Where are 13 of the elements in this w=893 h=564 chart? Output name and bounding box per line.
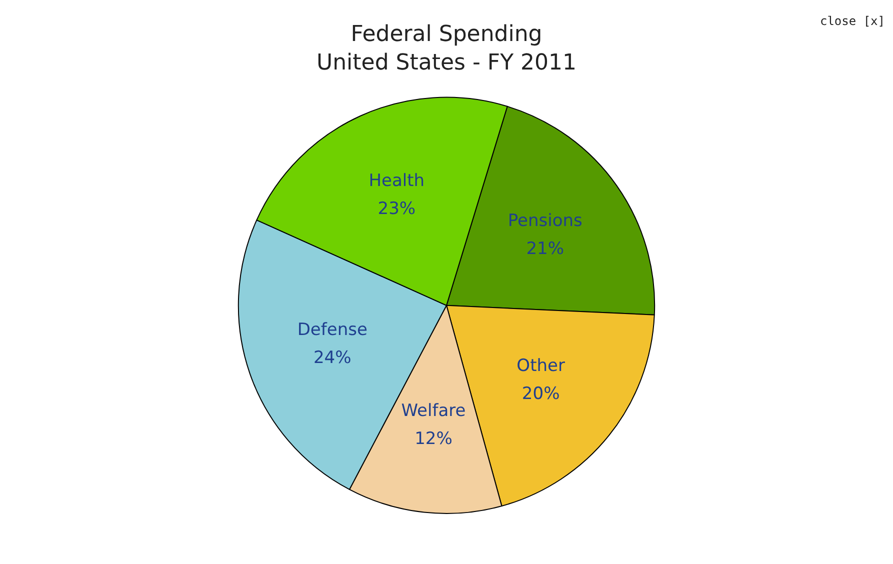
chart-subtitle: United States - FY 2011 [316, 50, 576, 76]
data-label: 24% [313, 348, 352, 368]
chart-title: Federal Spending [350, 22, 542, 47]
text: close [x] [820, 14, 885, 28]
data-label: 23% [378, 198, 416, 219]
data-label: 21% [526, 239, 564, 260]
data-label: 12% [414, 428, 452, 449]
data-label: 20% [522, 384, 560, 404]
slice-label: Pensions [508, 211, 583, 232]
slice-label: Health [368, 170, 425, 191]
slice-label: Defense [297, 320, 368, 340]
slice-label: Welfare [401, 400, 466, 421]
slice-label: Other [516, 356, 565, 376]
